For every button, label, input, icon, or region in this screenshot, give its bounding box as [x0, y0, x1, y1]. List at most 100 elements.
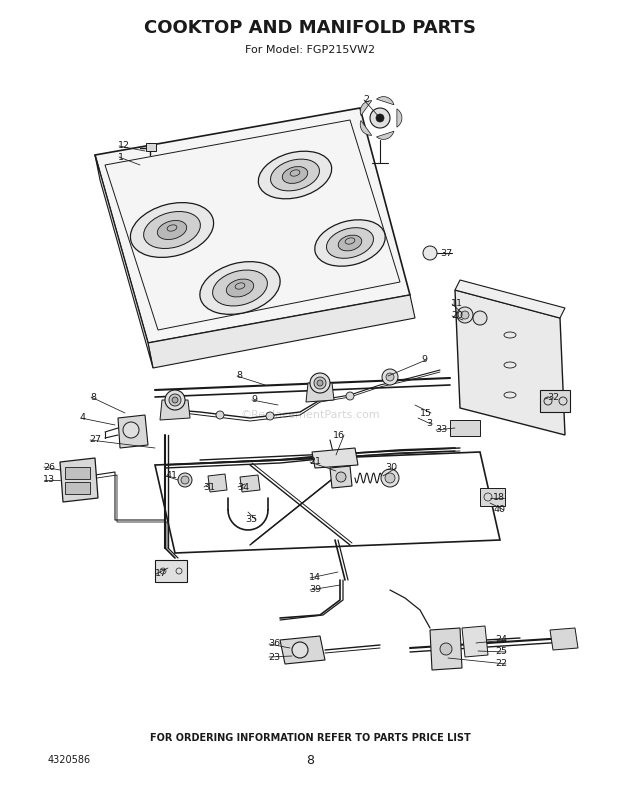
- Text: 37: 37: [440, 249, 452, 257]
- Circle shape: [336, 472, 346, 482]
- Circle shape: [292, 642, 308, 658]
- Text: 21: 21: [309, 458, 321, 466]
- Ellipse shape: [200, 261, 280, 314]
- Text: 39: 39: [309, 586, 321, 594]
- Text: 9: 9: [421, 356, 427, 364]
- Text: 33: 33: [435, 425, 447, 435]
- Polygon shape: [118, 415, 148, 448]
- Polygon shape: [376, 97, 394, 104]
- Polygon shape: [240, 475, 260, 492]
- Circle shape: [473, 311, 487, 325]
- Text: 24: 24: [495, 636, 507, 644]
- Text: FOR ORDERING INFORMATION REFER TO PARTS PRICE LIST: FOR ORDERING INFORMATION REFER TO PARTS …: [149, 733, 471, 743]
- Ellipse shape: [282, 166, 308, 184]
- Polygon shape: [95, 108, 410, 343]
- Text: COOKTOP AND MANIFOLD PARTS: COOKTOP AND MANIFOLD PARTS: [144, 19, 476, 37]
- Bar: [540, 390, 570, 412]
- Circle shape: [216, 411, 224, 419]
- Ellipse shape: [270, 159, 319, 191]
- Polygon shape: [462, 626, 488, 657]
- Polygon shape: [306, 383, 334, 402]
- Polygon shape: [95, 155, 153, 368]
- Text: 36: 36: [268, 640, 280, 648]
- Text: 16: 16: [333, 430, 345, 440]
- Text: 8: 8: [90, 392, 96, 401]
- Text: 27: 27: [89, 436, 101, 444]
- Ellipse shape: [259, 152, 332, 199]
- Bar: [450, 420, 480, 436]
- Circle shape: [178, 473, 192, 487]
- Polygon shape: [360, 120, 372, 135]
- Circle shape: [172, 397, 178, 403]
- Text: 15: 15: [420, 408, 432, 418]
- Circle shape: [370, 108, 390, 128]
- Polygon shape: [160, 400, 190, 420]
- Polygon shape: [550, 628, 578, 650]
- Polygon shape: [376, 131, 394, 140]
- Text: 3: 3: [426, 419, 432, 429]
- Bar: [146, 143, 156, 151]
- Polygon shape: [360, 100, 372, 115]
- Circle shape: [266, 412, 274, 420]
- Text: ©ReplacementParts.com: ©ReplacementParts.com: [240, 410, 380, 420]
- Text: 17: 17: [155, 569, 167, 579]
- Circle shape: [423, 246, 437, 260]
- Text: 25: 25: [495, 648, 507, 656]
- Polygon shape: [148, 295, 415, 368]
- Circle shape: [314, 377, 326, 389]
- Text: 35: 35: [245, 516, 257, 524]
- Polygon shape: [455, 290, 565, 435]
- Bar: [65, 467, 90, 479]
- Text: 1: 1: [118, 152, 124, 162]
- Circle shape: [376, 114, 384, 122]
- Circle shape: [461, 311, 469, 319]
- Polygon shape: [312, 448, 358, 468]
- Polygon shape: [280, 636, 325, 664]
- Ellipse shape: [327, 228, 373, 258]
- Text: 40: 40: [493, 506, 505, 514]
- Circle shape: [310, 373, 330, 393]
- Ellipse shape: [315, 220, 385, 266]
- Circle shape: [317, 380, 323, 386]
- Text: For Model: FGP215VW2: For Model: FGP215VW2: [245, 45, 375, 55]
- Text: 18: 18: [493, 494, 505, 502]
- Text: 9: 9: [251, 396, 257, 404]
- Circle shape: [123, 422, 139, 438]
- Ellipse shape: [130, 203, 214, 257]
- Circle shape: [457, 307, 473, 323]
- Ellipse shape: [157, 221, 187, 239]
- Circle shape: [382, 369, 398, 385]
- Polygon shape: [330, 466, 352, 488]
- Bar: [65, 482, 90, 494]
- Bar: [155, 560, 187, 582]
- Text: 30: 30: [385, 463, 397, 473]
- Ellipse shape: [144, 211, 200, 249]
- Text: 14: 14: [309, 574, 321, 582]
- Text: 12: 12: [118, 141, 130, 151]
- Text: 23: 23: [268, 652, 280, 662]
- Bar: [480, 488, 505, 506]
- Polygon shape: [208, 474, 227, 492]
- Circle shape: [381, 469, 399, 487]
- Circle shape: [440, 643, 452, 655]
- Text: 34: 34: [237, 483, 249, 491]
- Circle shape: [165, 390, 185, 410]
- Ellipse shape: [226, 279, 254, 297]
- Text: 26: 26: [43, 462, 55, 472]
- Text: 22: 22: [495, 659, 507, 669]
- Polygon shape: [455, 280, 565, 318]
- Circle shape: [346, 392, 354, 400]
- Circle shape: [386, 373, 394, 381]
- Polygon shape: [430, 628, 462, 670]
- Polygon shape: [397, 109, 402, 127]
- Text: 32: 32: [547, 393, 559, 403]
- Text: 4320586: 4320586: [48, 755, 91, 765]
- Text: 41: 41: [165, 472, 177, 480]
- Ellipse shape: [213, 270, 267, 306]
- Ellipse shape: [339, 236, 361, 251]
- Polygon shape: [60, 458, 98, 502]
- Circle shape: [385, 473, 395, 483]
- Text: 8: 8: [306, 754, 314, 766]
- Text: 13: 13: [43, 476, 55, 484]
- Text: 11: 11: [451, 300, 463, 309]
